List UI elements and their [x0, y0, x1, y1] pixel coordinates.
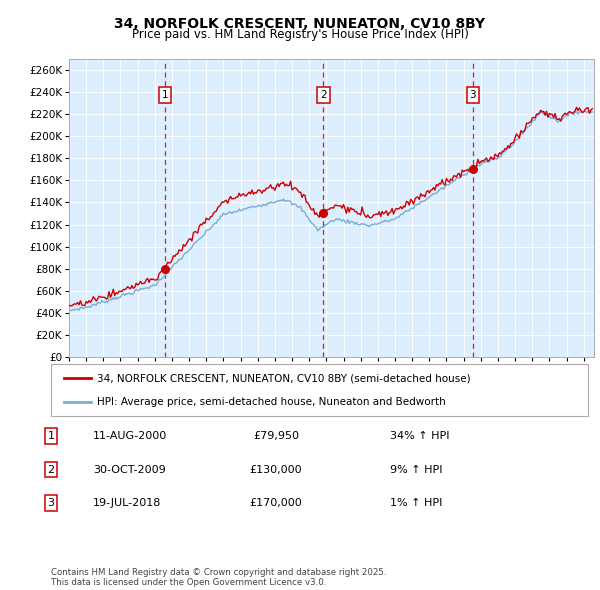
Text: £130,000: £130,000 — [250, 465, 302, 474]
Text: 34% ↑ HPI: 34% ↑ HPI — [390, 431, 449, 441]
Text: Price paid vs. HM Land Registry's House Price Index (HPI): Price paid vs. HM Land Registry's House … — [131, 28, 469, 41]
FancyBboxPatch shape — [51, 364, 588, 416]
Text: 30-OCT-2009: 30-OCT-2009 — [93, 465, 166, 474]
Text: 3: 3 — [470, 90, 476, 100]
Text: 2: 2 — [320, 90, 327, 100]
Text: 11-AUG-2000: 11-AUG-2000 — [93, 431, 167, 441]
Text: 2: 2 — [47, 465, 55, 474]
Text: 19-JUL-2018: 19-JUL-2018 — [93, 499, 161, 508]
Text: Contains HM Land Registry data © Crown copyright and database right 2025.
This d: Contains HM Land Registry data © Crown c… — [51, 568, 386, 587]
Text: £170,000: £170,000 — [250, 499, 302, 508]
Text: 34, NORFOLK CRESCENT, NUNEATON, CV10 8BY (semi-detached house): 34, NORFOLK CRESCENT, NUNEATON, CV10 8BY… — [97, 373, 470, 383]
Text: 9% ↑ HPI: 9% ↑ HPI — [390, 465, 443, 474]
Text: 1% ↑ HPI: 1% ↑ HPI — [390, 499, 442, 508]
Text: 34, NORFOLK CRESCENT, NUNEATON, CV10 8BY: 34, NORFOLK CRESCENT, NUNEATON, CV10 8BY — [115, 17, 485, 31]
Text: £79,950: £79,950 — [253, 431, 299, 441]
Text: 1: 1 — [47, 431, 55, 441]
Text: 1: 1 — [162, 90, 169, 100]
Text: 3: 3 — [47, 499, 55, 508]
Text: HPI: Average price, semi-detached house, Nuneaton and Bedworth: HPI: Average price, semi-detached house,… — [97, 397, 445, 407]
